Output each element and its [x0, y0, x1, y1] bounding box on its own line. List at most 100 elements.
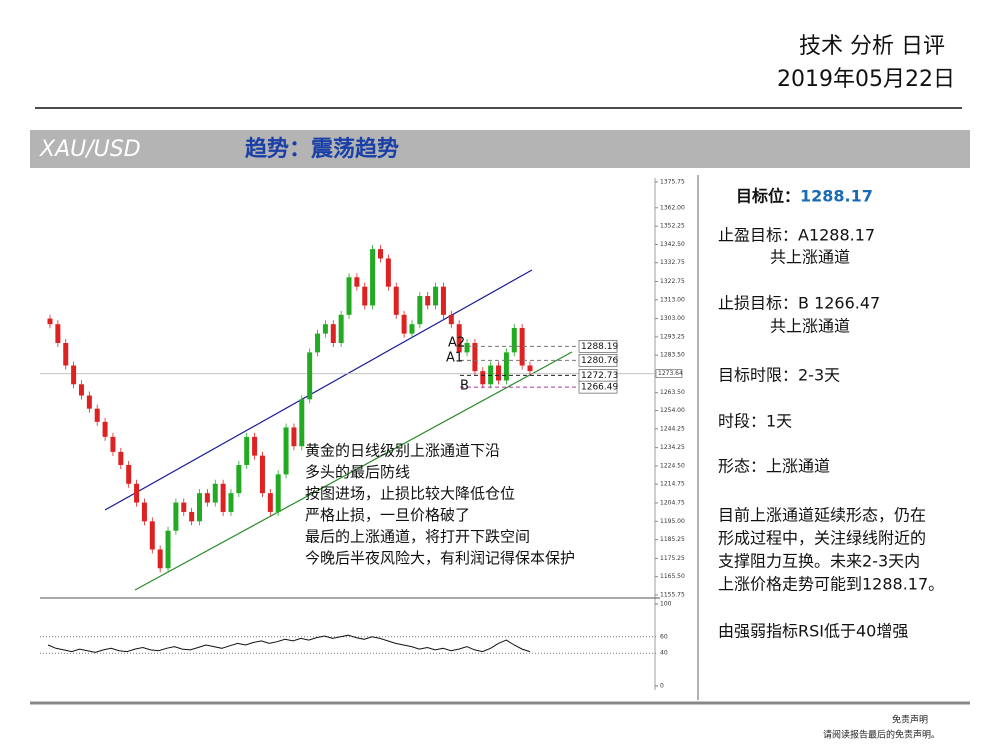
panel-line: 止盈目标：A1288.17 — [718, 226, 875, 245]
candle — [464, 342, 470, 353]
panel-note: 由强弱指标RSI低于40增强 — [718, 622, 908, 641]
candle — [385, 258, 391, 287]
candle — [440, 286, 446, 315]
candle — [181, 502, 187, 512]
y-tick-label: 1352.25 — [660, 223, 685, 230]
candle — [228, 493, 234, 512]
y-tick-label: 1375.75 — [660, 179, 685, 186]
candle — [102, 421, 108, 437]
candle — [354, 277, 360, 287]
candle — [338, 314, 344, 343]
y-tick-label: 1214.75 — [660, 481, 685, 488]
candle — [110, 436, 116, 452]
candle — [55, 324, 61, 343]
candle — [189, 511, 195, 522]
candle — [472, 342, 478, 372]
panel-line: 目标时限：2-3天 — [718, 366, 840, 385]
candle — [126, 464, 132, 484]
annotation: 严格止损，一旦价格破了 — [305, 506, 470, 524]
y-tick-label: 1263.50 — [660, 389, 685, 396]
candle — [118, 451, 124, 465]
y-tick-label: 1362.00 — [660, 204, 685, 211]
candle — [173, 502, 179, 531]
candle — [134, 483, 140, 503]
candle — [149, 521, 155, 550]
candle — [275, 474, 281, 512]
lower-channel — [134, 351, 573, 591]
annotation: 按图进场，止损比较大降低仓位 — [305, 485, 515, 503]
candle — [244, 436, 250, 465]
target-label: 目标位： — [736, 187, 800, 206]
candle — [94, 408, 100, 422]
y-tick-label: 1332.75 — [660, 259, 685, 266]
rsi-tick-label: 0 — [660, 683, 664, 690]
panel-line: 止损目标：B 1266.47 — [718, 294, 880, 313]
candle — [71, 365, 77, 385]
level-label: 1272.73 — [581, 371, 618, 381]
candle — [307, 352, 313, 400]
report-title: 技术 分析 日评 — [799, 34, 945, 59]
y-tick-label: 1204.75 — [660, 500, 685, 507]
y-tick-label: 1185.25 — [660, 536, 685, 543]
panel-line: 共上涨通道 — [770, 317, 850, 336]
y-tick-label: 1322.75 — [660, 278, 685, 285]
annotation: 黄金的日线级别上涨通道下沿 — [305, 442, 500, 460]
report-date: 2019年05月22日 — [777, 67, 955, 92]
candle — [519, 327, 525, 366]
level-name: A2 — [448, 336, 465, 351]
y-tick-label: 1254.00 — [660, 407, 685, 414]
target-value: 1288.17 — [800, 187, 873, 206]
current-price-label: 1273.64 — [658, 370, 683, 377]
candle — [315, 333, 321, 353]
panel-paragraph: 支撑阻力互换。未来2-3天内 — [718, 552, 920, 571]
level-box — [578, 340, 618, 353]
candle — [63, 342, 69, 366]
upper-channel — [104, 269, 533, 511]
candle — [47, 318, 53, 325]
candle — [346, 277, 352, 315]
candle — [409, 324, 415, 334]
y-tick-label: 1165.50 — [660, 573, 685, 580]
rsi-line — [47, 634, 531, 653]
panel-line: 时段：1天 — [718, 412, 792, 431]
candle — [488, 365, 494, 385]
candle — [448, 314, 454, 325]
level-label: 1280.76 — [581, 356, 618, 366]
candle — [527, 365, 533, 372]
y-tick-label: 1303.00 — [660, 315, 685, 322]
current-price-box — [655, 369, 683, 378]
y-tick-label: 1283.50 — [660, 352, 685, 359]
panel-paragraph: 上涨价格走势可能到1288.17。 — [718, 575, 944, 594]
y-tick-label: 1175.25 — [660, 555, 685, 562]
annotation: 今晚后半夜风险大，有利润记得保本保护 — [305, 549, 575, 567]
candle — [370, 249, 376, 306]
symbol: XAU/USD — [39, 137, 141, 162]
candle — [417, 296, 423, 325]
level-box — [578, 354, 618, 367]
candle — [496, 365, 502, 381]
candle — [433, 286, 439, 306]
footer-title: 免责声明 — [892, 714, 928, 726]
candle — [322, 324, 328, 334]
banner — [30, 130, 970, 168]
candle — [197, 493, 203, 522]
candle — [204, 493, 210, 503]
level-name: B — [460, 379, 469, 394]
panel-paragraph: 目前上涨通道延续形态，仍在 — [718, 506, 926, 525]
candle — [283, 427, 289, 475]
level-label: 1266.49 — [581, 383, 618, 393]
candle — [141, 502, 147, 522]
candle — [330, 324, 336, 343]
y-tick-label: 1342.50 — [660, 241, 685, 248]
candle — [480, 371, 486, 385]
annotation: 多头的最后防线 — [305, 463, 410, 481]
candle — [86, 395, 92, 409]
candle — [220, 483, 226, 512]
y-tick-label: 1293.25 — [660, 333, 685, 340]
footer-text: 请阅读报告最后的免责声明。 — [823, 729, 940, 741]
candle — [511, 327, 517, 353]
y-tick-label: 1234.25 — [660, 444, 685, 451]
trend: 趋势：震荡趋势 — [245, 136, 399, 162]
panel-line: 形态：上涨通道 — [718, 457, 830, 476]
